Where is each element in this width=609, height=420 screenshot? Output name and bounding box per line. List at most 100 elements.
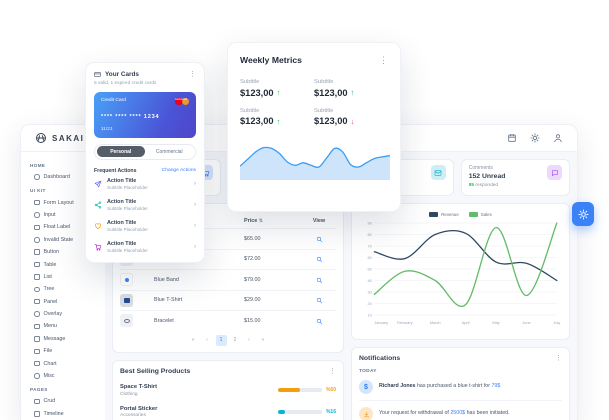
stat-card-comments: Comments 152 Unread 85 responded bbox=[460, 159, 570, 196]
view-search-icon[interactable] bbox=[316, 250, 323, 267]
kebab-menu-icon[interactable]: ⋮ bbox=[379, 54, 388, 65]
sidebar-item-tree[interactable]: Tree bbox=[30, 283, 96, 295]
table-row[interactable]: Blue Band $79.00 bbox=[120, 269, 336, 290]
view-header: View bbox=[312, 217, 326, 224]
change-actions-link[interactable]: Change Actions bbox=[161, 168, 196, 173]
chevron-right-icon: › bbox=[194, 244, 196, 250]
metric: Subtitle $123,00 ↑ bbox=[240, 107, 281, 127]
svg-text:30: 30 bbox=[367, 290, 371, 294]
revenue-chart-card: Revenue Sales 10 20 30 40 50 60 70 80 90 January F… bbox=[351, 203, 570, 340]
misc-icon bbox=[34, 373, 40, 379]
metrics-grid: Subtitle $123,00 ↑ Subtitle $123,00 ↑ Subt… bbox=[240, 79, 388, 126]
pagination-page-2[interactable]: 2 bbox=[233, 337, 237, 343]
svg-text:January: January bbox=[374, 321, 388, 325]
weekly-metrics-card: Weekly Metrics ⋮ Subtitle $123,00 ↑ Subti… bbox=[227, 42, 401, 212]
view-search-icon[interactable] bbox=[316, 230, 323, 247]
sakai-logo[interactable]: SAKAI bbox=[35, 132, 84, 144]
notification-item: $ Richard Jones has purchased a blue t-s… bbox=[359, 374, 562, 401]
sidebar-item-dashboard[interactable]: Dashboard bbox=[30, 171, 96, 183]
personal-toggle-button[interactable]: Personal bbox=[96, 146, 145, 157]
sales-swatch bbox=[468, 212, 478, 217]
message-icon bbox=[34, 336, 40, 342]
sidebar-item-crud[interactable]: Crud bbox=[30, 395, 96, 407]
table-icon bbox=[34, 261, 40, 268]
action-item[interactable]: Action Title Subtitle Placeholder › bbox=[94, 174, 196, 195]
card-type-toggle: Personal Commercial bbox=[94, 143, 196, 160]
sidebar-section-uikit: UI KIT bbox=[30, 188, 46, 194]
your-cards-card: Your Cards ⋮ 5 valid, 1 expired credit c… bbox=[85, 62, 205, 263]
sidebar-item-input[interactable]: Input bbox=[30, 209, 96, 221]
pagination-first[interactable]: « bbox=[191, 337, 195, 343]
app-title: SAKAI bbox=[52, 133, 85, 143]
input-icon bbox=[34, 212, 40, 218]
sidebar-item-button[interactable]: Button bbox=[30, 246, 96, 258]
table-row[interactable]: Bracelet $15.00 bbox=[120, 310, 336, 331]
sidebar-item-message[interactable]: Message bbox=[30, 333, 96, 345]
sidebar-item-file[interactable]: File bbox=[30, 345, 96, 357]
comments-value: 152 Unread bbox=[468, 173, 506, 180]
svg-text:June: June bbox=[522, 321, 530, 325]
notifications-card: Notifications ⋮ TODAY $ Richard Jones ha… bbox=[351, 347, 570, 420]
revenue-sales-line-chart: 10 20 30 40 50 60 70 80 90 January February March Ap… bbox=[367, 221, 560, 325]
svg-text:50: 50 bbox=[367, 267, 371, 271]
sidebar-item-panel[interactable]: Panel bbox=[30, 296, 96, 308]
download-icon bbox=[359, 407, 373, 420]
float-label-icon bbox=[34, 224, 40, 231]
comment-icon bbox=[547, 165, 562, 180]
arrow-up-icon: ↑ bbox=[276, 88, 281, 97]
svg-text:10: 10 bbox=[367, 313, 371, 317]
list-icon bbox=[34, 274, 40, 280]
pagination-next[interactable]: › bbox=[248, 337, 250, 343]
config-button[interactable] bbox=[572, 202, 594, 226]
sidebar-section-home: HOME bbox=[30, 163, 46, 168]
pagination-page-1[interactable]: 1 bbox=[215, 334, 227, 346]
view-search-icon[interactable] bbox=[316, 271, 323, 288]
sidebar-item-list[interactable]: List bbox=[30, 271, 96, 283]
chart-legend: Revenue Sales bbox=[359, 212, 562, 217]
menu-icon bbox=[34, 323, 40, 330]
home-icon bbox=[34, 174, 40, 180]
comments-label: Comments bbox=[468, 165, 493, 171]
chevron-right-icon: › bbox=[194, 223, 196, 229]
svg-text:60: 60 bbox=[367, 256, 371, 260]
action-item[interactable]: Action Title Subtitle Placeholder › bbox=[94, 237, 196, 258]
your-cards-subtitle: 5 valid, 1 expired credit cards bbox=[94, 80, 157, 86]
view-search-icon[interactable] bbox=[316, 312, 323, 329]
sidebar-item-invalid-state[interactable]: Invalid State bbox=[30, 234, 96, 246]
svg-text:70: 70 bbox=[367, 244, 371, 248]
profile-icon[interactable] bbox=[553, 133, 563, 143]
sidebar-item-overlay[interactable]: Overlay bbox=[30, 308, 96, 320]
product-image bbox=[120, 293, 133, 307]
kebab-menu-icon[interactable]: ⋮ bbox=[189, 71, 196, 78]
calendar-icon[interactable] bbox=[507, 133, 517, 143]
svg-text:90: 90 bbox=[367, 221, 371, 225]
sidebar-item-misc[interactable]: Misc bbox=[30, 370, 96, 382]
sidebar-item-chart[interactable]: Chart bbox=[30, 357, 96, 369]
commercial-toggle-button[interactable]: Commercial bbox=[155, 148, 183, 155]
sidebar-item-form-layout[interactable]: Form Layout bbox=[30, 196, 96, 208]
pagination-prev[interactable]: ‹ bbox=[206, 337, 208, 343]
gear-icon bbox=[577, 208, 589, 220]
share-icon bbox=[94, 201, 102, 209]
kebab-menu-icon[interactable]: ⋮ bbox=[329, 368, 336, 375]
metric: Subtitle $123,00 ↓ bbox=[314, 107, 355, 127]
svg-text:April: April bbox=[462, 321, 470, 325]
chevron-right-icon: › bbox=[194, 202, 196, 208]
sidebar-item-timeline[interactable]: Timeline bbox=[30, 408, 96, 420]
kebab-menu-icon[interactable]: ⋮ bbox=[555, 355, 562, 362]
sidebar-item-menu[interactable]: Menu bbox=[30, 320, 96, 332]
arrow-up-icon: ↑ bbox=[276, 116, 281, 126]
gear-icon[interactable] bbox=[530, 133, 540, 143]
view-search-icon[interactable] bbox=[316, 291, 323, 308]
crud-icon bbox=[34, 398, 40, 405]
sidebar-item-float-label[interactable]: Float Label bbox=[30, 221, 96, 233]
credit-card-visual: Credit Card mastercard **** **** **** 12… bbox=[94, 91, 196, 138]
action-item[interactable]: Action Title Subtitle Placeholder › bbox=[94, 195, 196, 216]
weekly-metrics-title: Weekly Metrics bbox=[240, 55, 302, 65]
sidebar-item-table[interactable]: Table bbox=[30, 258, 96, 270]
svg-text:July: July bbox=[553, 321, 560, 325]
action-item[interactable]: Action Title Subtitle Placeholder › bbox=[94, 216, 196, 237]
pagination-last[interactable]: » bbox=[261, 337, 265, 343]
table-row[interactable]: Blue T-Shirt $29.00 bbox=[120, 289, 336, 311]
